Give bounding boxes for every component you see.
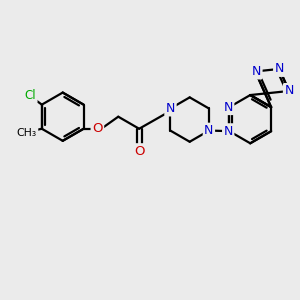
Text: N: N: [284, 85, 294, 98]
Text: N: N: [274, 62, 284, 75]
Text: N: N: [224, 125, 233, 138]
Text: N: N: [252, 65, 261, 78]
Text: N: N: [166, 102, 175, 115]
Text: CH₃: CH₃: [17, 128, 37, 138]
Text: N: N: [224, 100, 233, 114]
Text: N: N: [204, 124, 214, 137]
Text: Cl: Cl: [25, 89, 36, 102]
Text: O: O: [134, 145, 144, 158]
Text: O: O: [92, 122, 103, 135]
